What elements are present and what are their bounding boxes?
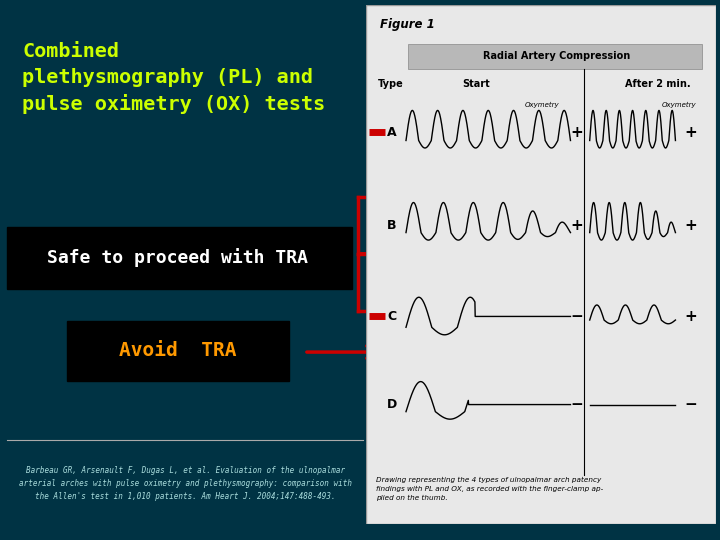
Text: +: + <box>685 309 698 324</box>
Text: Oxymetry: Oxymetry <box>662 102 696 108</box>
Text: −: − <box>570 397 583 412</box>
Text: −: − <box>685 397 698 412</box>
Text: Barbeau GR, Arsenault F, Dugas L, et al. Evaluation of the ulnopalmar
arterial a: Barbeau GR, Arsenault F, Dugas L, et al.… <box>19 465 352 501</box>
Text: A: A <box>387 126 397 139</box>
Bar <box>408 44 702 69</box>
Text: +: + <box>685 218 698 233</box>
Text: −: − <box>570 309 583 324</box>
Text: D: D <box>387 398 397 411</box>
Text: Safe to proceed with TRA: Safe to proceed with TRA <box>48 248 308 267</box>
Bar <box>7 227 352 289</box>
Text: +: + <box>685 125 698 140</box>
Text: +: + <box>570 218 583 233</box>
Text: +: + <box>570 125 583 140</box>
Text: Avoid  TRA: Avoid TRA <box>120 341 237 361</box>
Bar <box>67 321 289 381</box>
Text: Radial Artery Compression: Radial Artery Compression <box>483 51 630 61</box>
Text: Start: Start <box>462 79 490 89</box>
Text: Oxymetry: Oxymetry <box>525 102 559 108</box>
Text: Combined
plethysmography (PL) and
pulse oximetry (OX) tests: Combined plethysmography (PL) and pulse … <box>22 42 325 114</box>
Text: After 2 min.: After 2 min. <box>625 79 690 89</box>
Text: Type: Type <box>377 79 403 89</box>
Text: C: C <box>387 310 397 323</box>
Text: B: B <box>387 219 397 232</box>
Text: Drawing representing the 4 types of ulnopalmar arch patency
findings with PL and: Drawing representing the 4 types of ulno… <box>377 477 603 501</box>
Text: Figure 1: Figure 1 <box>379 18 434 31</box>
